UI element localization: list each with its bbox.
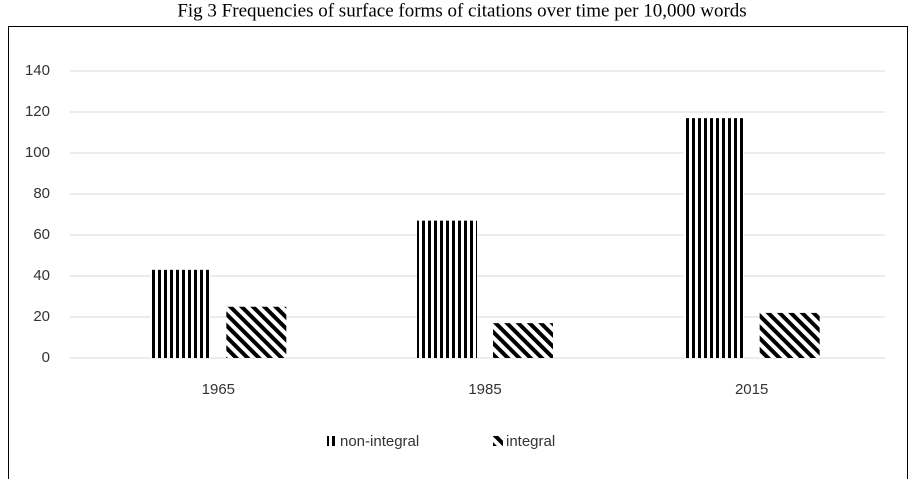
y-tick-label: 0 (42, 349, 50, 366)
y-tick-label: 120 (25, 103, 50, 120)
bar (150, 269, 211, 358)
y-tick-label: 140 (25, 62, 50, 79)
y-tick-label: 80 (33, 185, 50, 202)
bar (226, 306, 287, 358)
x-tick-label: 1985 (468, 381, 501, 398)
x-tick-label: 1965 (202, 381, 235, 398)
y-tick-label: 40 (33, 267, 50, 284)
y-tick-label: 20 (33, 308, 50, 325)
bar (493, 323, 553, 358)
y-tick-label: 100 (25, 144, 50, 161)
bar (759, 312, 820, 358)
bar (417, 220, 477, 358)
y-tick-label: 60 (33, 226, 50, 243)
chart-border (8, 26, 908, 479)
x-tick-label: 2015 (735, 381, 768, 398)
bar (683, 118, 744, 359)
legend-swatch (493, 436, 503, 446)
chart-title: Fig 3 Frequencies of surface forms of ci… (177, 0, 746, 21)
legend-label: integral (506, 433, 555, 450)
legend-swatch (327, 436, 337, 446)
legend-label: non-integral (340, 433, 419, 450)
